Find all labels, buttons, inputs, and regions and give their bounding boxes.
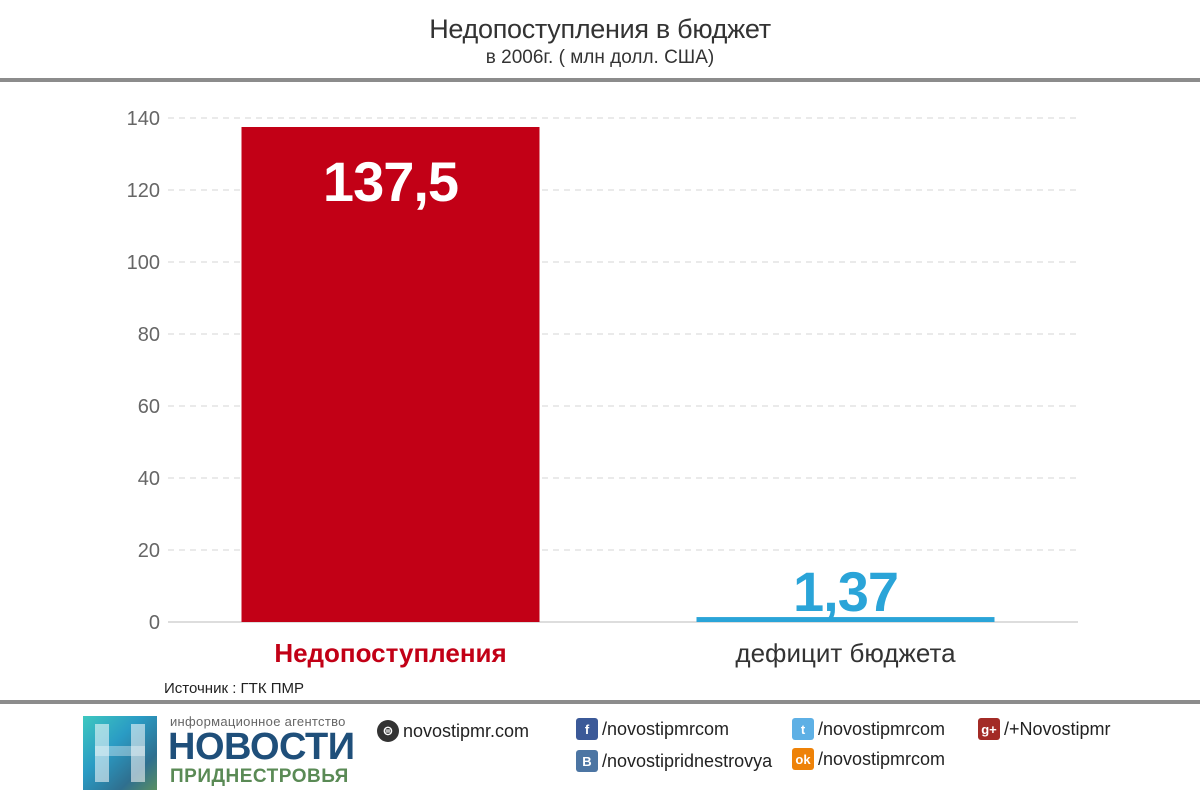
y-tick-label: 40 <box>138 468 160 490</box>
facebook-link-text: /novostipmrcom <box>602 718 730 739</box>
y-tick-label: 0 <box>149 612 160 634</box>
logo-tagline: информационное агентство <box>170 714 346 729</box>
google-plus-icon: g+ <box>978 718 1000 740</box>
website-link-text: novostipmr.com <box>403 720 530 741</box>
bar-chart: 0 20 40 60 80 100 120 140 137,5 Недопоступления 1,… <box>127 108 1078 668</box>
bar <box>696 617 995 622</box>
y-tick-label: 100 <box>127 252 160 274</box>
odnoklassniki-icon: ok <box>792 748 814 770</box>
chart-subtitle: в 2006г. ( млн долл. США) <box>485 47 715 68</box>
odnoklassniki-link[interactable]: ok /novostipmrcom <box>792 748 945 770</box>
top-divider <box>0 78 1200 82</box>
x-category-label: дефицит бюджета <box>735 638 956 668</box>
logo-wordmark: НОВОСТИ <box>168 726 355 768</box>
odnoklassniki-link-text: /novostipmrcom <box>818 748 946 769</box>
chart-header: Недопоступления в бюджет в 2006г. ( млн … <box>0 14 1200 69</box>
chart-title: Недопоступления в бюджет <box>429 14 771 44</box>
y-tick-label: 20 <box>138 540 160 562</box>
x-category-label: Недопоступления <box>274 638 506 668</box>
website-link[interactable]: ⊜ novostipmr.com <box>377 720 529 742</box>
footer: информационное агентство НОВОСТИ ПРИДНЕС… <box>0 706 1200 800</box>
vk-link-text: /novostipridnestrovya <box>602 750 773 771</box>
facebook-icon: f <box>576 718 598 740</box>
twitter-icon: t <box>792 718 814 740</box>
vk-icon: В <box>576 750 598 772</box>
y-tick-label: 140 <box>127 108 160 130</box>
logo-region: ПРИДНЕСТРОВЬЯ <box>170 766 349 787</box>
data-label: 1,37 <box>793 560 898 623</box>
y-tick-label: 120 <box>127 180 160 202</box>
bar <box>241 127 540 622</box>
data-label: 137,5 <box>323 150 458 213</box>
vk-link[interactable]: В /novostipridnestrovya <box>576 750 772 772</box>
googleplus-link[interactable]: g+ /+Novostipmr <box>978 718 1111 740</box>
source-note: Источник : ГТК ПМР <box>164 680 305 697</box>
googleplus-link-text: /+Novostipmr <box>1004 718 1111 739</box>
twitter-link-text: /novostipmrcom <box>818 718 946 739</box>
logo-icon <box>83 716 157 790</box>
y-tick-label: 60 <box>138 396 160 418</box>
twitter-link[interactable]: t /novostipmrcom <box>792 718 945 740</box>
bottom-divider <box>0 700 1200 704</box>
globe-icon: ⊜ <box>377 720 399 742</box>
y-tick-label: 80 <box>138 324 160 346</box>
facebook-link[interactable]: f /novostipmrcom <box>576 718 729 740</box>
